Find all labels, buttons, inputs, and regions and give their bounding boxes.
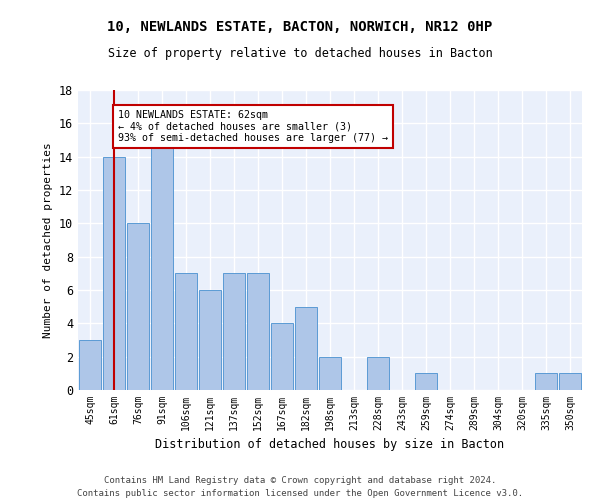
Bar xyxy=(103,156,125,390)
Bar xyxy=(415,374,437,390)
Text: 10 NEWLANDS ESTATE: 62sqm
← 4% of detached houses are smaller (3)
93% of semi-de: 10 NEWLANDS ESTATE: 62sqm ← 4% of detach… xyxy=(118,110,388,143)
Bar xyxy=(247,274,269,390)
Bar xyxy=(295,306,317,390)
Bar xyxy=(559,374,581,390)
Bar xyxy=(319,356,341,390)
Bar xyxy=(367,356,389,390)
Bar xyxy=(175,274,197,390)
Y-axis label: Number of detached properties: Number of detached properties xyxy=(43,142,53,338)
Bar xyxy=(223,274,245,390)
Bar xyxy=(199,290,221,390)
Text: 10, NEWLANDS ESTATE, BACTON, NORWICH, NR12 0HP: 10, NEWLANDS ESTATE, BACTON, NORWICH, NR… xyxy=(107,20,493,34)
Bar xyxy=(79,340,101,390)
Bar xyxy=(271,324,293,390)
X-axis label: Distribution of detached houses by size in Bacton: Distribution of detached houses by size … xyxy=(155,438,505,452)
Text: Size of property relative to detached houses in Bacton: Size of property relative to detached ho… xyxy=(107,48,493,60)
Bar xyxy=(535,374,557,390)
Text: Contains HM Land Registry data © Crown copyright and database right 2024.: Contains HM Land Registry data © Crown c… xyxy=(104,476,496,485)
Bar xyxy=(151,140,173,390)
Bar xyxy=(127,224,149,390)
Text: Contains public sector information licensed under the Open Government Licence v3: Contains public sector information licen… xyxy=(77,489,523,498)
